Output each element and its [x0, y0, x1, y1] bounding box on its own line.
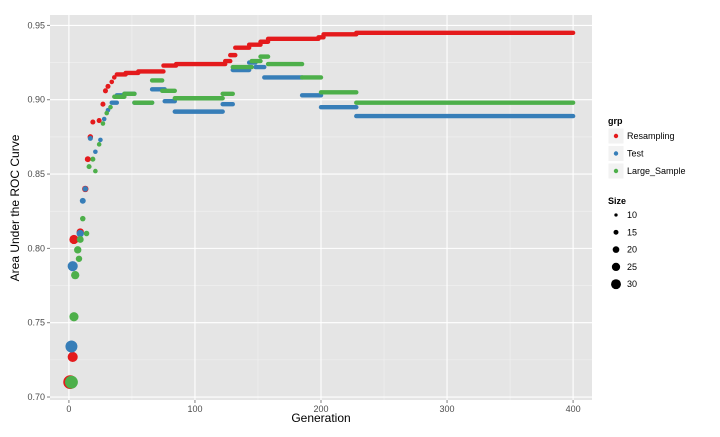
x-axis-ticks: 0 100 200 300 400 — [66, 400, 581, 414]
y-axis-ticks: 0.70 0.75 0.80 0.85 0.90 0.95 — [27, 20, 50, 402]
size-legend-dot — [611, 279, 621, 290]
data-point-large_sample — [96, 142, 102, 147]
data-point-large_sample — [74, 246, 82, 254]
data-point-large_sample — [69, 312, 79, 322]
y-tick-label: 0.75 — [27, 318, 45, 328]
data-point-resampling — [111, 75, 117, 80]
data-point-resampling — [102, 88, 108, 94]
data-point-resampling — [69, 234, 79, 245]
size-legend-label: 10 — [627, 210, 637, 220]
y-tick-label: 0.80 — [27, 243, 45, 253]
data-point-resampling — [96, 118, 102, 124]
data-point-large_sample — [100, 121, 106, 126]
size-legend-label: 30 — [627, 279, 637, 289]
data-point-test — [101, 116, 107, 122]
data-point-test — [87, 135, 93, 141]
data-point-resampling — [105, 83, 111, 89]
size-legend-label: 25 — [627, 262, 637, 272]
y-tick-label: 0.95 — [27, 20, 45, 30]
size-legend-dot — [614, 213, 618, 217]
data-point-large_sample — [75, 255, 83, 263]
data-point-large_sample — [108, 104, 113, 110]
data-point-resampling — [109, 79, 115, 85]
y-tick-label: 0.85 — [27, 169, 45, 179]
data-marks — [63, 30, 576, 390]
x-tick-label: 400 — [566, 404, 581, 414]
y-tick-label: 0.70 — [27, 392, 45, 402]
data-point-large_sample — [104, 110, 110, 116]
data-point-large_sample — [80, 215, 86, 222]
data-point-large_sample — [64, 375, 78, 389]
size-legend-items: 10 15 20 25 30 — [611, 210, 637, 289]
y-tick-label: 0.90 — [27, 95, 45, 105]
x-axis-title: Generation — [291, 411, 350, 425]
data-point-test — [65, 340, 78, 353]
data-point-resampling — [100, 101, 106, 107]
data-point-large_sample — [86, 164, 92, 170]
y-axis-title: Area Under the ROC Curve — [8, 134, 22, 281]
data-point-resampling — [90, 119, 96, 125]
data-point-large_sample — [90, 156, 96, 162]
data-point-test — [82, 186, 89, 192]
data-point-test — [76, 229, 84, 238]
x-tick-label: 300 — [440, 404, 455, 414]
x-tick-label: 0 — [66, 404, 71, 414]
legend-key-dot — [613, 151, 619, 156]
size-legend-dot — [612, 246, 620, 253]
x-tick-label: 100 — [187, 404, 202, 414]
data-point-large_sample — [76, 236, 84, 243]
legend-label: Resampling — [627, 131, 675, 141]
legend-label: Test — [627, 149, 644, 159]
data-point-resampling — [84, 156, 91, 163]
size-legend-dot — [611, 262, 621, 272]
size-legend-dot — [613, 229, 619, 235]
legend-key-dot — [613, 133, 619, 139]
legend-key-dot — [613, 168, 619, 174]
color-legend-title: grp — [608, 116, 623, 126]
major-grid — [50, 15, 592, 400]
data-point-large_sample — [71, 270, 80, 280]
size-legend-label: 20 — [627, 245, 637, 255]
data-point-resampling — [67, 351, 78, 362]
size-legend-title: Size — [608, 196, 626, 206]
size-legend-label: 15 — [627, 227, 637, 237]
data-point-test — [79, 197, 86, 204]
color-legend-items: Resampling Test Large_Sample — [607, 127, 686, 180]
data-point-large_sample — [83, 230, 90, 237]
legend-label: Large_Sample — [627, 166, 686, 176]
data-point-test — [98, 137, 103, 143]
data-point-large_sample — [93, 168, 98, 174]
x-tick-label: 200 — [313, 404, 328, 414]
data-point-test — [93, 149, 98, 155]
data-point-test — [67, 261, 78, 272]
legend: grp Resampling Test Large_Sample Size 10 15… — [607, 116, 686, 289]
